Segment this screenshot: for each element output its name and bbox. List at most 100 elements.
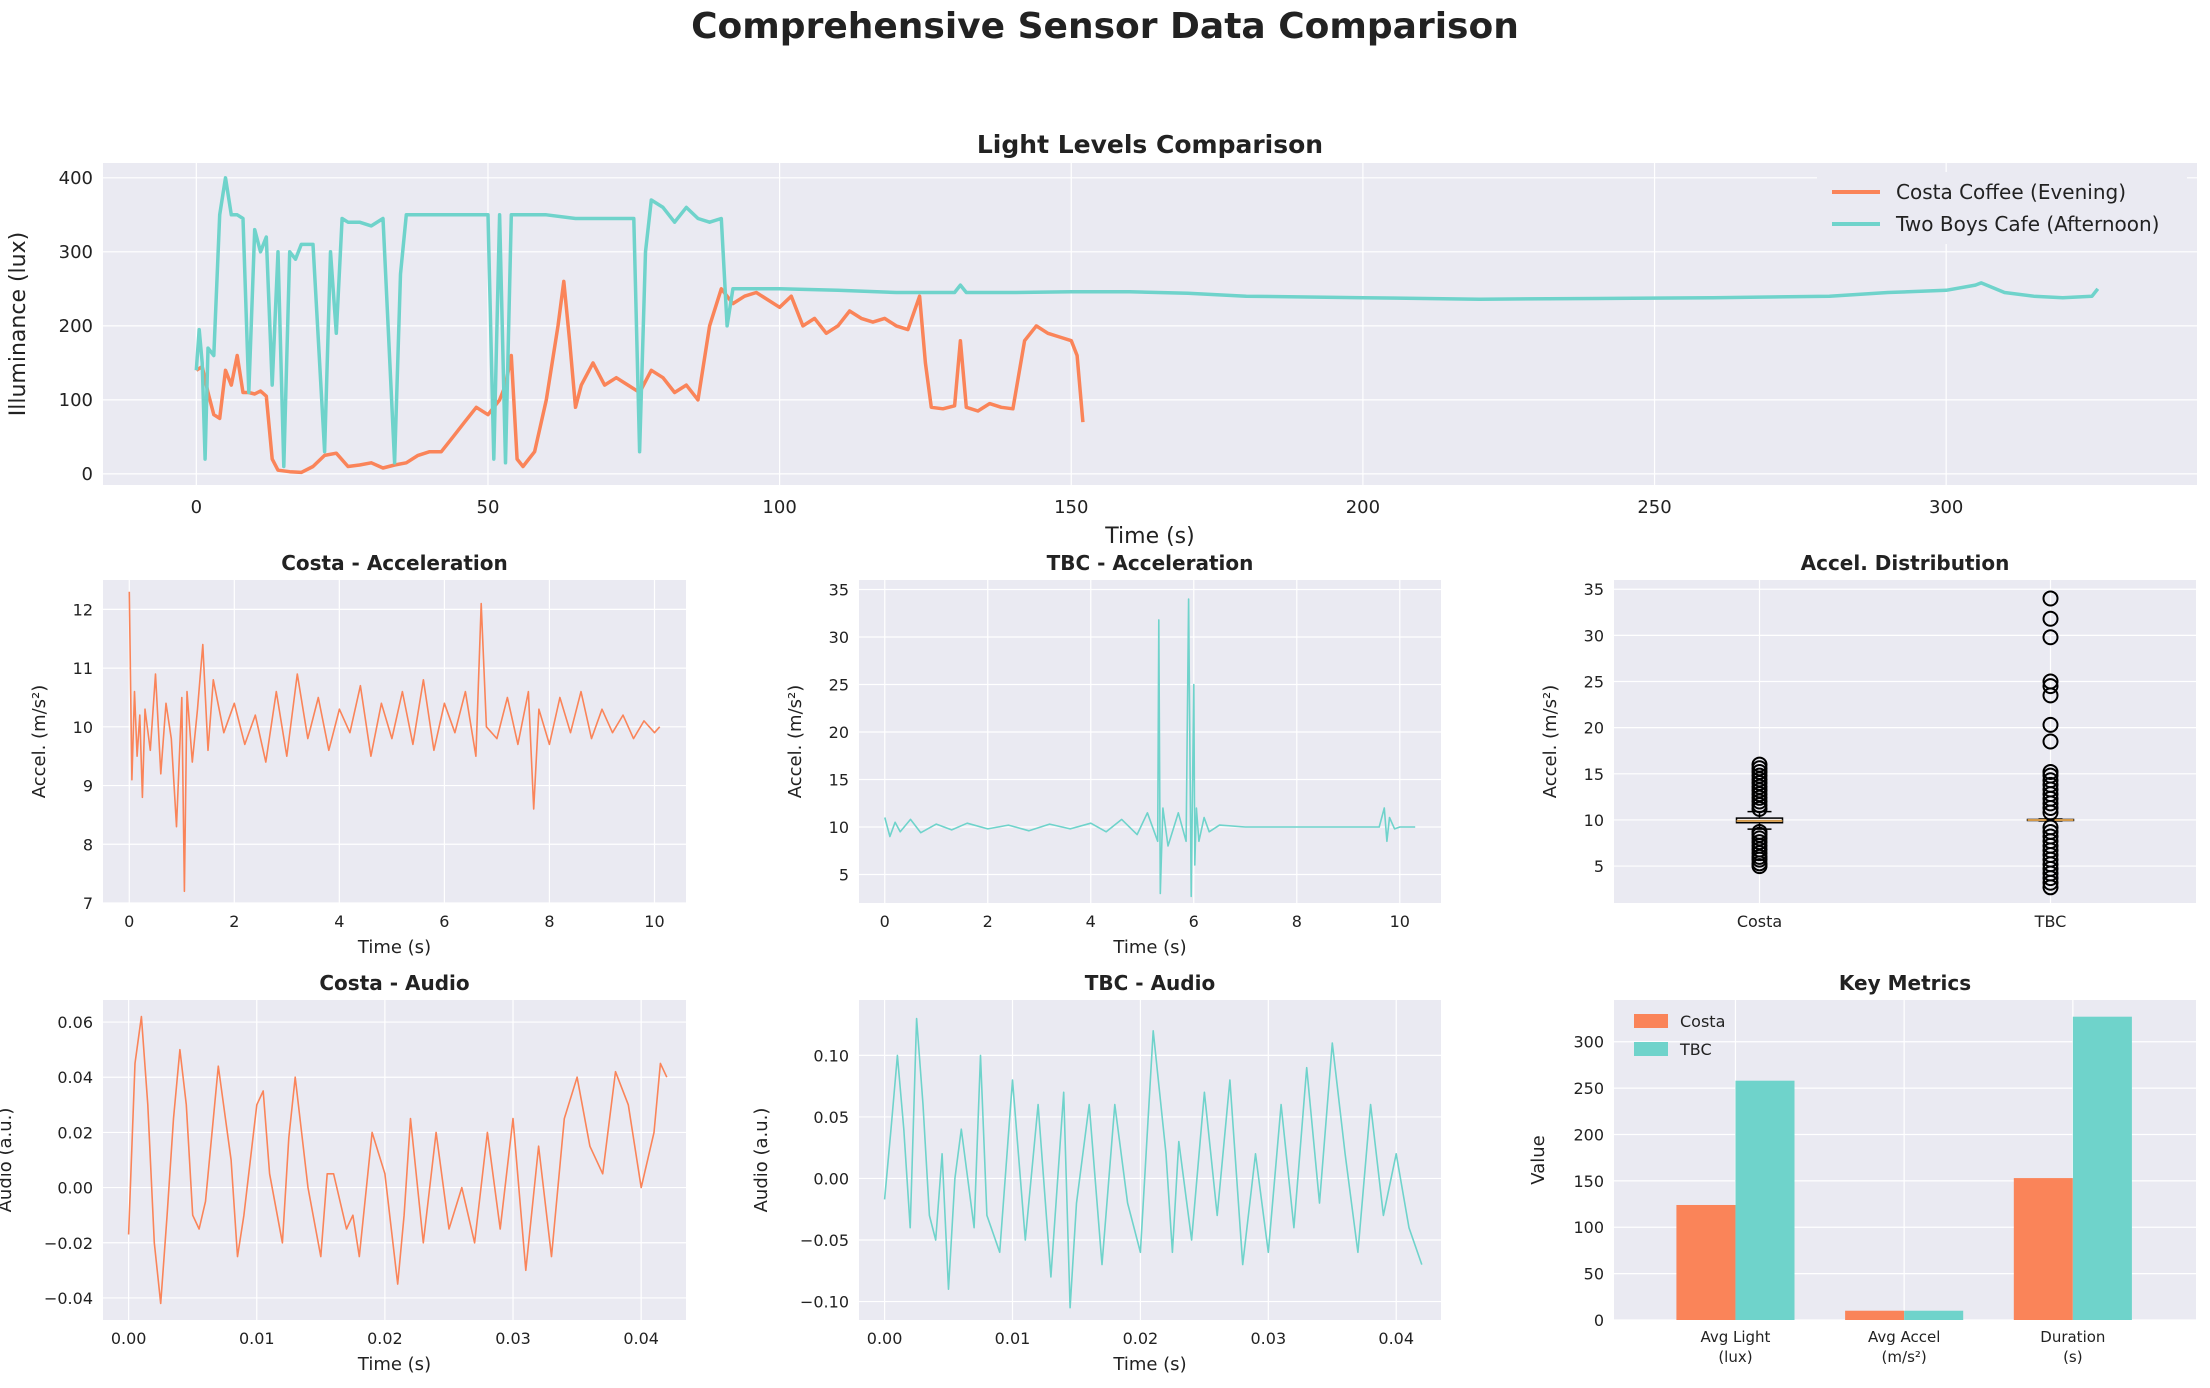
y-tick-label: −0.10 <box>800 1293 849 1312</box>
x-tick-label: (m/s²) <box>1882 1348 1927 1366</box>
outlier-point <box>2042 733 2059 750</box>
y-tick-label: 12 <box>73 600 93 619</box>
outlier-point <box>2042 629 2059 646</box>
y-tick-label: 5 <box>1594 857 1604 876</box>
x-tick-label: 0 <box>124 912 134 931</box>
plot-area <box>1614 580 2196 903</box>
x-tick-label: 0.01 <box>239 1329 275 1348</box>
panel-title: Costa - Acceleration <box>281 551 508 575</box>
series-line <box>884 598 1416 898</box>
y-tick-label: 0.02 <box>57 1123 93 1142</box>
x-tick-label: 0.02 <box>1123 1329 1159 1348</box>
y-tick-label: 20 <box>829 723 849 742</box>
y-tick-label: 10 <box>829 818 849 837</box>
x-tick-label: 0.03 <box>1251 1329 1287 1348</box>
y-tick-label: 100 <box>1573 1218 1604 1237</box>
outlier-point <box>2042 772 2059 789</box>
legend-entry: Costa Coffee (Evening) <box>1896 180 2126 204</box>
y-tick-label: 150 <box>1573 1172 1604 1191</box>
x-tick-label: 10 <box>1390 912 1410 931</box>
x-tick-label: 8 <box>1292 912 1302 931</box>
outlier-point <box>2042 763 2059 780</box>
plot-area <box>859 580 1441 903</box>
y-tick-label: 10 <box>73 718 93 737</box>
y-axis-label: Value <box>1528 1135 1549 1184</box>
panel-title: Costa - Audio <box>319 971 469 995</box>
y-tick-label: 400 <box>59 168 93 189</box>
y-tick-label: 300 <box>1573 1033 1604 1052</box>
y-tick-label: −0.05 <box>800 1231 849 1250</box>
y-tick-label: 0.10 <box>813 1046 849 1065</box>
x-tick-label: 0.03 <box>495 1329 531 1348</box>
x-tick-label: 0.02 <box>367 1329 403 1348</box>
outlier-point <box>1751 756 1768 773</box>
x-tick-label: 2 <box>229 912 239 931</box>
x-tick-label: (lux) <box>1718 1348 1752 1366</box>
panel-title: Light Levels Comparison <box>977 130 1323 159</box>
x-tick-label: 100 <box>762 497 796 518</box>
y-tick-label: 20 <box>1584 719 1604 738</box>
x-tick-label: 0 <box>880 912 890 931</box>
outlier-point <box>2042 610 2059 627</box>
panel-title: Accel. Distribution <box>1801 551 2010 575</box>
x-tick-label: 250 <box>1637 497 1671 518</box>
legend: Costa Coffee (Evening) Two Boys Cafe (Aft… <box>1817 172 2187 244</box>
x-tick-label: 6 <box>1189 912 1199 931</box>
legend: Costa TBC <box>1634 1012 1725 1059</box>
outlier-point <box>2042 828 2059 845</box>
outlier-point <box>1751 823 1768 840</box>
x-tick-label: Avg Accel <box>1868 1328 1940 1346</box>
x-tick-label: 4 <box>1086 912 1096 931</box>
outlier-point <box>2042 716 2059 733</box>
y-tick-label: 100 <box>59 390 93 411</box>
x-axis-label: Time (s) <box>1104 524 1194 549</box>
x-tick-label: 8 <box>544 912 554 931</box>
x-tick-label: 2 <box>983 912 993 931</box>
y-tick-label: 0.05 <box>813 1108 849 1127</box>
bar <box>1735 1080 1795 1320</box>
series-line <box>883 1017 1423 1309</box>
x-tick-label: Duration <box>2040 1328 2105 1346</box>
outlier-point <box>2042 776 2059 793</box>
y-tick-label: 300 <box>59 242 93 263</box>
panel-title: Key Metrics <box>1839 971 1971 995</box>
x-tick-label: Costa <box>1737 912 1782 931</box>
series-line <box>127 1015 668 1305</box>
y-tick-label: 9 <box>83 777 93 796</box>
y-axis-label: Accel. (m/s²) <box>29 685 50 799</box>
series-line <box>194 176 2100 469</box>
panel-title: TBC - Acceleration <box>1047 551 1254 575</box>
y-tick-label: 0.00 <box>813 1169 849 1188</box>
panel-tbc-audio: −0.10 −0.05 0.00 0.05 0.10 0.00 0.01 0.02 0.03 0.… <box>751 971 1441 1375</box>
x-tick-label: 0 <box>191 497 202 518</box>
x-tick-label: 0.04 <box>623 1329 659 1348</box>
x-tick-label: (s) <box>2063 1348 2083 1366</box>
panel-costa-audio: −0.04 −0.02 0.00 0.02 0.04 0.06 0.00 0.01 0.02 0.… <box>0 971 686 1375</box>
y-tick-label: 50 <box>1584 1265 1604 1284</box>
legend-entry: Costa <box>1680 1012 1725 1031</box>
y-tick-label: 7 <box>83 894 93 913</box>
plot-area <box>103 1000 686 1320</box>
y-tick-label: 0.00 <box>57 1179 93 1198</box>
y-axis-label: Audio (a.u.) <box>751 1108 772 1213</box>
legend-box <box>1817 172 2187 244</box>
x-axis-label: Time (s) <box>357 1354 431 1375</box>
x-axis-label: Time (s) <box>357 937 431 958</box>
y-tick-label: 30 <box>829 628 849 647</box>
outlier-point <box>2042 823 2059 840</box>
y-tick-label: −0.02 <box>44 1234 93 1253</box>
y-tick-label: −0.04 <box>44 1289 93 1308</box>
bar <box>1904 1310 1964 1320</box>
x-tick-label: 6 <box>439 912 449 931</box>
gridlines <box>103 163 2197 485</box>
x-tick-label: 10 <box>644 912 664 931</box>
y-tick-label: 0 <box>1594 1311 1604 1330</box>
y-tick-label: 25 <box>1584 673 1604 692</box>
bar <box>2013 1178 2073 1320</box>
panel-tbc-accel: 5 10 15 20 25 30 35 0 2 4 6 8 10 TBC - Acceleration Ti… <box>785 551 1441 958</box>
outlier-point <box>2042 590 2059 607</box>
x-tick-label: TBC <box>2034 912 2067 931</box>
y-tick-label: 200 <box>1573 1125 1604 1144</box>
y-tick-label: 200 <box>59 316 93 337</box>
